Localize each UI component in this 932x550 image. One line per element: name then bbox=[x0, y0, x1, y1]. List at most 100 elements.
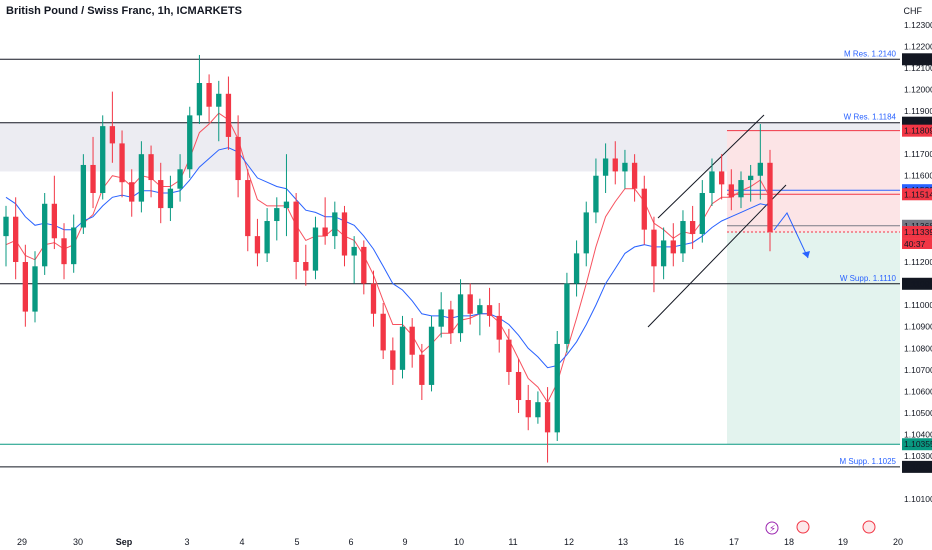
candle-body bbox=[3, 216, 9, 237]
candle-body bbox=[167, 188, 174, 209]
candle-body bbox=[129, 182, 135, 202]
candle-body bbox=[216, 93, 222, 107]
candle-body bbox=[583, 212, 589, 254]
candle-body bbox=[61, 238, 67, 265]
target-zone[interactable] bbox=[727, 232, 900, 445]
candle-body bbox=[631, 162, 638, 189]
candle-body bbox=[757, 162, 763, 176]
chart-title: British Pound / Swiss Franc, 1h, ICMARKE… bbox=[6, 5, 242, 17]
x-tick-label: Sep bbox=[116, 537, 133, 547]
projection-arrow[interactable] bbox=[773, 212, 810, 259]
x-tick-label: 5 bbox=[294, 537, 299, 547]
level-name: M Supp. 1.1025 bbox=[840, 457, 897, 466]
x-tick-label: 29 bbox=[17, 537, 27, 547]
candle-body bbox=[738, 180, 744, 198]
price-label: 1.11368 bbox=[904, 221, 932, 231]
candle-body bbox=[399, 326, 406, 370]
candle-body bbox=[322, 227, 328, 237]
price-label-bg bbox=[902, 124, 932, 137]
candle-body bbox=[80, 164, 87, 228]
channel-lower-line[interactable] bbox=[647, 184, 787, 328]
candle-body bbox=[641, 188, 647, 230]
candle-body bbox=[245, 180, 251, 237]
projection-path[interactable] bbox=[773, 212, 809, 259]
ascending-channel[interactable] bbox=[647, 114, 787, 328]
countdown-bg bbox=[902, 238, 932, 250]
y-tick-label: 1.10600 bbox=[904, 386, 932, 396]
candle-body bbox=[109, 126, 116, 144]
candle-body bbox=[448, 309, 454, 334]
candle-body bbox=[293, 201, 299, 262]
candle-body bbox=[438, 309, 444, 327]
y-tick-label: 1.12100 bbox=[904, 63, 932, 73]
stop-zone[interactable] bbox=[727, 130, 900, 233]
x-tick-label: 18 bbox=[784, 537, 794, 547]
price-label: 1.11099 bbox=[904, 279, 932, 289]
candle-body bbox=[612, 158, 618, 172]
event-icons[interactable]: ⚡ bbox=[765, 520, 876, 535]
candle-body bbox=[602, 158, 609, 176]
y-tick-label: 1.11700 bbox=[904, 149, 932, 159]
x-tick-label: 30 bbox=[73, 537, 83, 547]
y-tick-label: 1.11600 bbox=[904, 171, 932, 181]
candle-body bbox=[554, 343, 560, 433]
lightning-event-icon[interactable] bbox=[765, 521, 779, 535]
candle-body bbox=[206, 83, 212, 107]
price-label: 1.12140 bbox=[904, 54, 932, 64]
candles-layer bbox=[3, 54, 773, 463]
economic-event-icon-2[interactable] bbox=[862, 520, 876, 534]
price-label-bg bbox=[902, 460, 932, 473]
candle-body bbox=[390, 350, 396, 370]
price-label-bg bbox=[902, 188, 932, 201]
candle-body bbox=[42, 203, 48, 267]
price-label-bg bbox=[902, 53, 932, 66]
candle-body bbox=[573, 253, 580, 284]
price-label: 1.10250 bbox=[904, 462, 932, 472]
candle-body bbox=[13, 216, 19, 262]
candle-body bbox=[564, 283, 570, 344]
candle-body bbox=[283, 201, 290, 209]
y-tick-label: 1.10800 bbox=[904, 343, 932, 353]
candle-body bbox=[419, 354, 425, 385]
candle-body bbox=[254, 236, 261, 254]
candle-body bbox=[709, 171, 715, 193]
candle-body bbox=[187, 115, 193, 170]
candle-body bbox=[544, 402, 551, 433]
economic-event-icon-1[interactable] bbox=[796, 520, 810, 534]
y-tick-label: 1.12300 bbox=[904, 20, 932, 30]
candle-body bbox=[341, 212, 348, 256]
y-tick-label: 1.11200 bbox=[904, 257, 932, 267]
x-tick-label: 10 bbox=[454, 537, 464, 547]
candle-body bbox=[71, 227, 77, 265]
x-tick-label: 9 bbox=[402, 537, 407, 547]
x-tick-label: 16 bbox=[674, 537, 684, 547]
candle-body bbox=[593, 175, 599, 213]
price-label: 1.11339 bbox=[904, 227, 932, 237]
channel-upper-line[interactable] bbox=[657, 114, 765, 219]
candle-body bbox=[467, 294, 473, 314]
candle-body bbox=[274, 208, 280, 222]
price-label-bg bbox=[902, 438, 932, 451]
candle-body bbox=[670, 240, 676, 254]
x-tick-label: 12 bbox=[564, 537, 574, 547]
candle-body bbox=[515, 371, 522, 401]
x-tick-label: 13 bbox=[618, 537, 628, 547]
y-tick-label: 1.10500 bbox=[904, 408, 932, 418]
currency-label: CHF bbox=[903, 6, 923, 16]
candle-body bbox=[332, 212, 338, 237]
price-label-bg bbox=[902, 226, 932, 239]
candle-body bbox=[767, 162, 773, 232]
candle-body bbox=[747, 175, 754, 181]
candle-body bbox=[158, 180, 164, 209]
candle-body bbox=[651, 229, 657, 267]
y-tick-label: 1.12000 bbox=[904, 84, 932, 94]
candle-body bbox=[428, 326, 435, 385]
price-axis[interactable]: 1.121401.118461.118091.115331.115141.113… bbox=[902, 20, 932, 504]
countdown-label: 40:37 bbox=[904, 239, 926, 249]
lightning-glyph: ⚡ bbox=[769, 524, 776, 535]
y-tick-label: 1.10100 bbox=[904, 494, 932, 504]
y-tick-label: 1.10400 bbox=[904, 430, 932, 440]
time-axis[interactable]: 29 30 Sep 3 4 5 6 9 10 11 12 13 16 17 18 19 20 bbox=[17, 537, 903, 547]
x-tick-label: 17 bbox=[729, 537, 739, 547]
